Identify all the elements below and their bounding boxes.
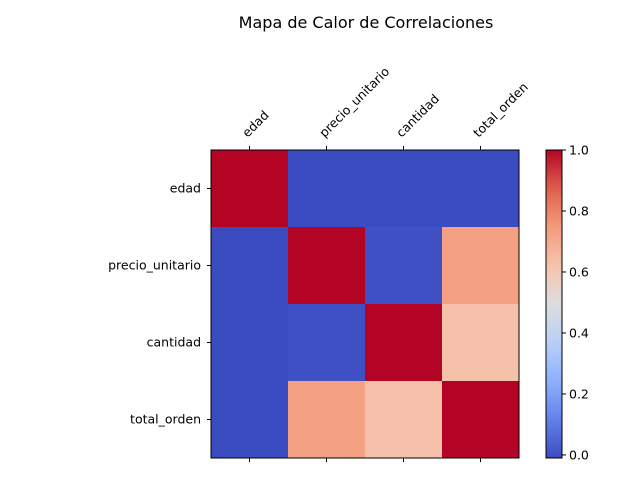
heatmap-cells — [211, 150, 520, 459]
heatmap-cell — [288, 381, 366, 459]
y-tick-label: cantidad — [147, 335, 201, 350]
heatmap-cell — [211, 304, 289, 382]
x-tick-label: total_orden — [470, 79, 531, 140]
x-tick-label: precio_unitario — [316, 64, 392, 140]
colorbar-tick-label: 1.0 — [569, 143, 589, 158]
chart-title: Mapa de Calor de Correlaciones — [239, 13, 494, 32]
colorbar-tick-label: 0.0 — [569, 447, 589, 462]
y-tick-label: edad — [170, 181, 201, 196]
x-tick-label: cantidad — [393, 91, 442, 140]
x-tick-label: edad — [239, 107, 272, 140]
heatmap-cell — [211, 150, 289, 228]
heatmap-cell — [365, 304, 443, 382]
heatmap-cell — [442, 227, 520, 305]
colorbar-tick-label: 0.8 — [569, 203, 589, 218]
heatmap-cell — [365, 381, 443, 459]
heatmap-cell — [442, 381, 520, 459]
colorbar-tick-label: 0.2 — [569, 386, 589, 401]
heatmap-cell — [442, 150, 520, 228]
y-tick-label: total_orden — [130, 412, 201, 427]
heatmap-frame — [210, 149, 520, 459]
heatmap-cell — [288, 150, 366, 228]
colorbar: 0.0 0.2 0.4 0.6 0.8 1.0 — [545, 143, 589, 462]
heatmap-cell — [211, 381, 289, 459]
heatmap-cell — [288, 227, 366, 305]
heatmap-cell — [288, 304, 366, 382]
heatmap-cell — [365, 150, 443, 228]
heatmap-cell — [211, 227, 289, 305]
heatmap-cell — [442, 304, 520, 382]
colorbar-tick-label: 0.6 — [569, 264, 589, 279]
colorbar-gradient — [546, 150, 562, 458]
heatmap-cell — [365, 227, 443, 305]
colorbar-tick-label: 0.4 — [569, 325, 589, 340]
y-axis-ticks: edad precio_unitario cantidad total_orden — [108, 181, 211, 427]
y-tick-label: precio_unitario — [108, 258, 201, 273]
